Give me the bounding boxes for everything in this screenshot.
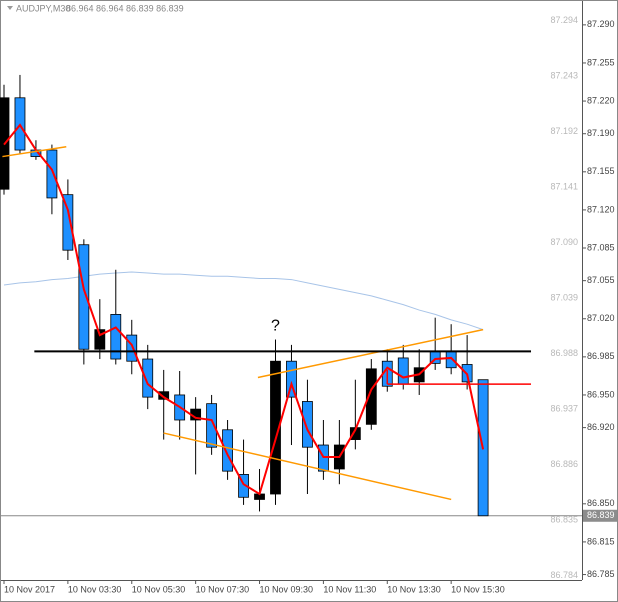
current-price-label: 86.839 bbox=[587, 510, 615, 520]
candle-body bbox=[46, 149, 58, 199]
grid-level-label: 86.784 bbox=[550, 570, 578, 580]
candle-body bbox=[94, 329, 106, 350]
y-tick-label: 87.290 bbox=[587, 19, 615, 29]
header-values: 86.964 86.964 86.839 86.839 bbox=[66, 3, 184, 13]
candle-body bbox=[78, 244, 90, 350]
y-tick-label: 87.220 bbox=[587, 95, 615, 105]
grid-level-label: 86.937 bbox=[550, 403, 578, 413]
y-tick-label: 87.155 bbox=[587, 166, 615, 176]
candle-body bbox=[286, 360, 297, 398]
candle-body bbox=[142, 358, 154, 398]
y-tick-label: 87.190 bbox=[587, 128, 615, 138]
x-tick-label: 10 Nov 11:30 bbox=[323, 584, 376, 594]
x-tick-label: 10 Nov 2017 bbox=[4, 584, 55, 594]
trend-line bbox=[2, 146, 67, 158]
candle-body bbox=[126, 334, 138, 362]
x-tick-label: 10 Nov 05:30 bbox=[132, 584, 186, 594]
chart-title: AUDJPY,M30 bbox=[16, 3, 70, 13]
y-tick-label: 87.055 bbox=[587, 275, 615, 285]
grid-level-label: 86.835 bbox=[550, 515, 578, 525]
grid-level-label: 87.141 bbox=[550, 181, 578, 191]
y-tick-label: 86.985 bbox=[587, 351, 615, 361]
candle-body bbox=[270, 360, 281, 495]
grid-level-label: 87.294 bbox=[550, 15, 578, 25]
grid-level-label: 87.192 bbox=[550, 126, 578, 136]
y-tick-label: 86.815 bbox=[587, 536, 615, 546]
current-price-box bbox=[583, 509, 617, 522]
grid-level-label: 87.243 bbox=[550, 70, 578, 80]
x-tick-label: 10 Nov 15:30 bbox=[451, 584, 505, 594]
y-tick-label: 87.020 bbox=[587, 313, 615, 323]
y-tick-label: 87.085 bbox=[587, 242, 615, 252]
candle-body bbox=[62, 194, 74, 251]
y-tick-label: 87.255 bbox=[587, 57, 615, 67]
x-tick-label: 10 Nov 03:30 bbox=[68, 584, 122, 594]
menu-arrow bbox=[7, 6, 13, 10]
candle-body bbox=[397, 357, 409, 385]
annotation: ? bbox=[271, 318, 280, 335]
grid-level-label: 87.039 bbox=[550, 292, 578, 302]
trend-line bbox=[257, 328, 484, 379]
ma-fast bbox=[3, 123, 485, 496]
x-tick-label: 10 Nov 07:30 bbox=[196, 584, 250, 594]
candle-body bbox=[110, 314, 122, 360]
y-tick-label: 86.850 bbox=[587, 498, 615, 508]
y-tick-label: 86.920 bbox=[587, 422, 615, 432]
candle-body bbox=[158, 391, 170, 400]
y-tick-label: 86.950 bbox=[587, 389, 615, 399]
candle-body bbox=[222, 429, 233, 472]
candle-body bbox=[238, 474, 249, 498]
candle-body bbox=[302, 401, 313, 448]
grid-level-label: 87.090 bbox=[550, 237, 578, 247]
candle-body bbox=[445, 351, 457, 369]
candle-body bbox=[317, 444, 329, 472]
grid-level-label: 86.988 bbox=[550, 348, 578, 358]
x-tick-label: 10 Nov 09:30 bbox=[260, 584, 314, 594]
y-tick-label: 86.785 bbox=[587, 569, 615, 579]
grid-level-label: 86.886 bbox=[550, 459, 578, 469]
candle-body bbox=[365, 368, 377, 425]
trend-line bbox=[163, 432, 452, 501]
candle-body bbox=[206, 403, 218, 448]
y-tick-label: 87.120 bbox=[587, 204, 615, 214]
x-tick-label: 10 Nov 13:30 bbox=[387, 584, 441, 594]
